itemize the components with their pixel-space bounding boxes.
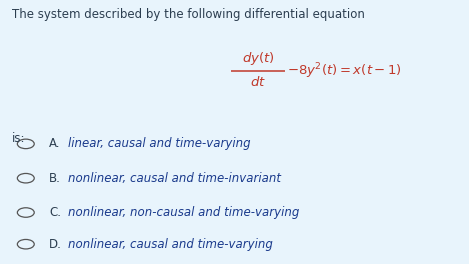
- Text: The system described by the following differential equation: The system described by the following di…: [12, 8, 364, 21]
- Text: nonlinear, causal and time-invariant: nonlinear, causal and time-invariant: [68, 172, 281, 185]
- Text: nonlinear, non-causal and time-varying: nonlinear, non-causal and time-varying: [68, 206, 299, 219]
- Text: nonlinear, causal and time-varying: nonlinear, causal and time-varying: [68, 238, 273, 251]
- Text: D.: D.: [49, 238, 62, 251]
- Text: is:: is:: [12, 132, 25, 145]
- Text: $-8y^{2}(t)=x(t-1)$: $-8y^{2}(t)=x(t-1)$: [287, 62, 402, 81]
- Text: $dy(t)$: $dy(t)$: [242, 50, 274, 67]
- Text: B.: B.: [49, 172, 61, 185]
- Text: A.: A.: [49, 137, 61, 150]
- Text: linear, causal and time-varying: linear, causal and time-varying: [68, 137, 250, 150]
- Text: $dt$: $dt$: [250, 75, 266, 89]
- Text: C.: C.: [49, 206, 61, 219]
